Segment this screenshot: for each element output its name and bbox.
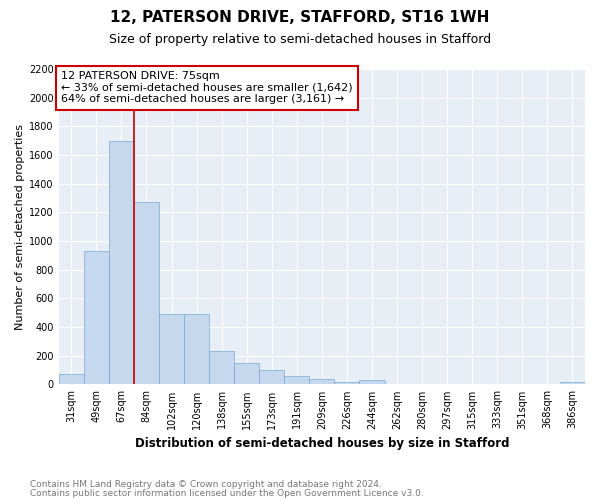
Bar bbox=[209, 352, 234, 384]
Bar bbox=[59, 374, 84, 384]
Text: 12, PATERSON DRIVE, STAFFORD, ST16 1WH: 12, PATERSON DRIVE, STAFFORD, ST16 1WH bbox=[110, 10, 490, 25]
Text: Contains public sector information licensed under the Open Government Licence v3: Contains public sector information licen… bbox=[30, 490, 424, 498]
Bar bbox=[109, 140, 134, 384]
Bar bbox=[234, 363, 259, 384]
Bar bbox=[184, 314, 209, 384]
Bar bbox=[359, 380, 385, 384]
Y-axis label: Number of semi-detached properties: Number of semi-detached properties bbox=[15, 124, 25, 330]
Bar bbox=[259, 370, 284, 384]
Bar bbox=[310, 380, 334, 384]
Bar bbox=[159, 314, 184, 384]
Bar bbox=[84, 251, 109, 384]
Text: Size of property relative to semi-detached houses in Stafford: Size of property relative to semi-detach… bbox=[109, 32, 491, 46]
Text: 12 PATERSON DRIVE: 75sqm
← 33% of semi-detached houses are smaller (1,642)
64% o: 12 PATERSON DRIVE: 75sqm ← 33% of semi-d… bbox=[61, 71, 353, 104]
X-axis label: Distribution of semi-detached houses by size in Stafford: Distribution of semi-detached houses by … bbox=[134, 437, 509, 450]
Bar bbox=[134, 202, 159, 384]
Bar bbox=[560, 382, 585, 384]
Bar bbox=[284, 376, 310, 384]
Text: Contains HM Land Registry data © Crown copyright and database right 2024.: Contains HM Land Registry data © Crown c… bbox=[30, 480, 382, 489]
Bar bbox=[334, 382, 359, 384]
